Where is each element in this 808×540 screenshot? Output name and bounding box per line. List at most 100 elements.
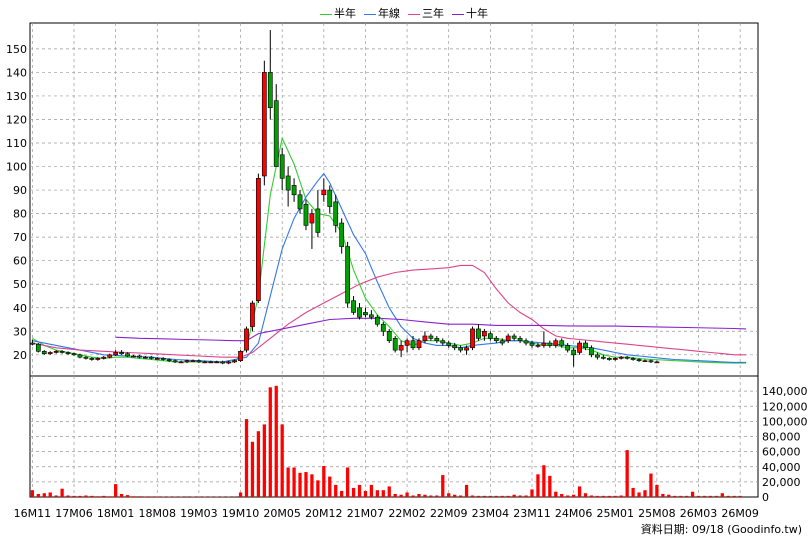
- candle-body: [595, 354, 600, 358]
- candle-body: [428, 335, 434, 339]
- candle: [374, 314, 380, 327]
- candle-body: [499, 340, 505, 344]
- candle: [624, 355, 630, 360]
- candle-body: [137, 355, 142, 358]
- candle-body: [529, 342, 535, 346]
- x-tick-label: 25M08: [638, 507, 676, 520]
- volume-bar: [215, 496, 219, 498]
- candle-body: [244, 328, 249, 351]
- candle-body: [404, 340, 410, 346]
- candle: [636, 358, 642, 362]
- candle: [196, 359, 202, 364]
- candle: [285, 166, 291, 207]
- candle-body: [577, 342, 582, 353]
- volume-tick-label: 80,000: [762, 431, 801, 444]
- volume-bar: [310, 474, 314, 497]
- candle: [232, 359, 237, 364]
- candle-body: [482, 330, 487, 337]
- source-label: (Goodinfo.tw): [727, 523, 802, 536]
- candle-body: [583, 342, 588, 349]
- x-tick-label: 24M06: [555, 507, 593, 520]
- candle: [464, 345, 469, 355]
- candle-body: [202, 361, 208, 364]
- volume-bar: [227, 496, 231, 497]
- volume-bar: [708, 495, 713, 497]
- x-tick-label: 17M06: [55, 507, 93, 520]
- candle-body: [256, 178, 261, 301]
- candle: [202, 360, 208, 364]
- candle-body: [71, 353, 77, 356]
- legend-item: 半年: [320, 5, 356, 21]
- candle-body: [345, 246, 350, 304]
- candle-body: [446, 342, 452, 346]
- candle: [101, 355, 107, 360]
- candle-body: [29, 342, 35, 345]
- volume-bar: [131, 496, 136, 497]
- candle-body: [440, 340, 446, 344]
- volume-bar: [405, 492, 409, 497]
- candle-body: [559, 340, 565, 346]
- footer: 資料日期: 09/18 (Goodinfo.tw): [641, 521, 802, 537]
- candle: [487, 331, 493, 341]
- candle-body: [83, 356, 89, 359]
- candle: [125, 352, 130, 358]
- candle: [250, 300, 255, 332]
- candle: [476, 324, 481, 341]
- volume-bar: [554, 491, 558, 497]
- candle-body: [178, 361, 184, 364]
- candle-body: [458, 347, 463, 351]
- candle-body: [476, 328, 481, 339]
- candle: [119, 350, 124, 355]
- candle-body: [422, 335, 428, 342]
- volume-bar: [274, 385, 278, 497]
- candle-body: [511, 335, 517, 339]
- candle: [178, 360, 184, 364]
- candlesticks: [29, 30, 660, 367]
- volume-bar: [393, 493, 397, 497]
- candle: [53, 350, 59, 354]
- candle-body: [160, 358, 166, 360]
- candle: [261, 60, 267, 186]
- x-tick-label: 19M10: [222, 507, 260, 520]
- candle-body: [470, 328, 475, 349]
- candle: [137, 354, 142, 359]
- legend-label: 十年: [466, 7, 488, 20]
- price-tick-label: 30: [13, 325, 27, 338]
- candle-body: [53, 350, 59, 353]
- volume-bar: [530, 489, 534, 497]
- volume-tick-label: 40,000: [762, 461, 801, 474]
- volume-bar: [60, 488, 64, 497]
- volume-bar: [518, 495, 522, 497]
- candle: [238, 350, 243, 362]
- volume-bar: [334, 484, 338, 497]
- candle: [303, 199, 309, 231]
- candle: [482, 328, 487, 341]
- candle-body: [321, 189, 327, 196]
- x-tick-label: 23M11: [513, 507, 551, 520]
- candle: [107, 353, 113, 359]
- candle-body: [154, 358, 160, 360]
- volume-bar: [679, 495, 683, 497]
- volume-bar: [191, 496, 195, 498]
- price-tick-label: 80: [13, 208, 27, 221]
- candle: [386, 328, 392, 344]
- volume-bar: [429, 495, 433, 497]
- candle: [380, 321, 386, 336]
- volume-bar: [453, 494, 457, 497]
- candle-body: [309, 213, 315, 224]
- volume-bar: [292, 467, 296, 497]
- volume-bar: [399, 494, 403, 497]
- candle: [351, 295, 356, 315]
- candle-body: [357, 307, 362, 318]
- candle: [654, 360, 660, 364]
- candle-body: [166, 359, 172, 362]
- candle-body: [273, 100, 279, 167]
- candle: [392, 335, 398, 353]
- candle: [279, 147, 285, 191]
- volume-bar: [256, 431, 261, 497]
- volume-bar: [476, 495, 481, 497]
- candle-body: [374, 316, 380, 325]
- candle-body: [541, 342, 547, 346]
- x-tick-label: 20M12: [305, 507, 343, 520]
